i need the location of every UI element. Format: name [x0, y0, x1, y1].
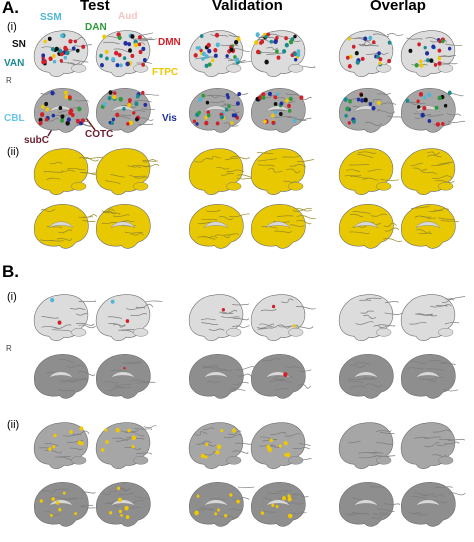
brain-b-ii-lateral-left-1	[188, 422, 256, 470]
brain-b-ii-lateral-right-0	[95, 422, 157, 470]
network-label-cotc: COTC	[85, 129, 114, 140]
brain-a-ii-lateral-left-0	[33, 148, 103, 196]
brain-b-i-medial-right-2	[401, 354, 459, 399]
brain-a-ii-medial-right-1	[251, 204, 316, 249]
subpanel-a-ii-label: (ii)	[7, 146, 20, 158]
brain-b-ii-medial-right-1	[251, 482, 309, 527]
brain-b-i-lateral-left-1	[188, 294, 250, 342]
brain-b-i-medial-left-0	[34, 354, 95, 399]
brain-a-i-medial-right-2	[401, 88, 466, 133]
panel-b-label: B.	[2, 262, 19, 281]
brain-a-i-lateral-right-1	[250, 30, 316, 78]
subpanel-b-i-label: (i)	[7, 291, 17, 303]
network-label-sn: SN	[12, 39, 26, 50]
brain-b-ii-medial-right-2	[401, 482, 466, 527]
brain-b-ii-lateral-right-2	[400, 422, 466, 470]
brain-b-ii-medial-right-0	[96, 482, 151, 527]
hemisphere-marker-b: R	[6, 344, 12, 353]
network-label-ftpc: FTPC	[152, 67, 179, 78]
column-title-validation: Validation	[212, 0, 283, 14]
brain-b-ii-medial-left-0	[34, 482, 96, 527]
brain-a-i-medial-right-1	[251, 88, 312, 133]
brain-a-ii-lateral-right-1	[250, 148, 315, 196]
brain-b-i-lateral-right-1	[250, 294, 316, 342]
network-label-van: VAN	[4, 58, 25, 69]
brain-b-i-medial-left-2	[339, 354, 394, 399]
column-title-overlap: Overlap	[370, 0, 426, 14]
brain-b-ii-lateral-left-2	[338, 422, 396, 470]
brain-a-i-medial-left-0	[34, 88, 92, 133]
brain-b-i-medial-right-1	[251, 354, 312, 399]
brain-a-ii-medial-left-2	[339, 204, 403, 249]
brain-a-ii-lateral-left-1	[188, 148, 256, 196]
network-label-ssm: SSM	[40, 12, 62, 23]
network-label-aud: Aud	[118, 11, 138, 22]
brain-a-ii-medial-left-0	[34, 204, 98, 249]
network-label-vis: Vis	[162, 113, 177, 124]
brain-a-ii-lateral-right-2	[400, 148, 456, 196]
brain-b-ii-medial-left-1	[189, 482, 255, 527]
hemisphere-marker-a: R	[6, 76, 12, 85]
brain-b-i-medial-right-0	[96, 354, 156, 399]
column-title-test: Test	[80, 0, 110, 14]
brain-a-i-lateral-right-0	[95, 30, 158, 78]
brain-a-ii-lateral-left-2	[338, 148, 399, 196]
brain-b-i-lateral-right-2	[400, 294, 466, 342]
brain-b-i-lateral-left-0	[33, 294, 96, 342]
network-label-dan: DAN	[85, 22, 107, 33]
network-label-subc: subC	[24, 135, 49, 146]
brain-a-i-lateral-left-1	[188, 30, 252, 78]
brain-a-ii-medial-right-0	[96, 204, 151, 249]
network-label-cbl: CBL	[4, 113, 25, 124]
brain-b-i-lateral-left-2	[338, 294, 403, 342]
brain-b-i-medial-left-1	[189, 354, 255, 399]
brain-a-i-medial-left-1	[189, 88, 249, 133]
brain-a-i-medial-left-2	[339, 88, 404, 133]
brain-a-i-lateral-left-2	[338, 30, 404, 78]
subpanel-a-i-label: (i)	[7, 21, 17, 33]
brain-b-ii-lateral-left-0	[33, 422, 90, 470]
brain-a-ii-lateral-right-0	[95, 148, 160, 196]
brain-b-ii-medial-left-2	[339, 482, 401, 527]
panel-a-label: A.	[2, 0, 19, 17]
brain-a-ii-medial-right-2	[401, 204, 460, 249]
network-label-dmn: DMN	[158, 37, 181, 48]
brain-a-i-lateral-right-2	[400, 30, 463, 78]
subpanel-b-ii-label: (ii)	[7, 419, 20, 431]
brain-b-ii-lateral-right-1	[250, 422, 312, 470]
brain-b-i-lateral-right-0	[95, 294, 163, 342]
brain-a-i-lateral-left-0	[33, 30, 93, 78]
brain-a-i-medial-right-0	[96, 88, 160, 133]
brain-a-ii-medial-left-1	[189, 204, 250, 249]
